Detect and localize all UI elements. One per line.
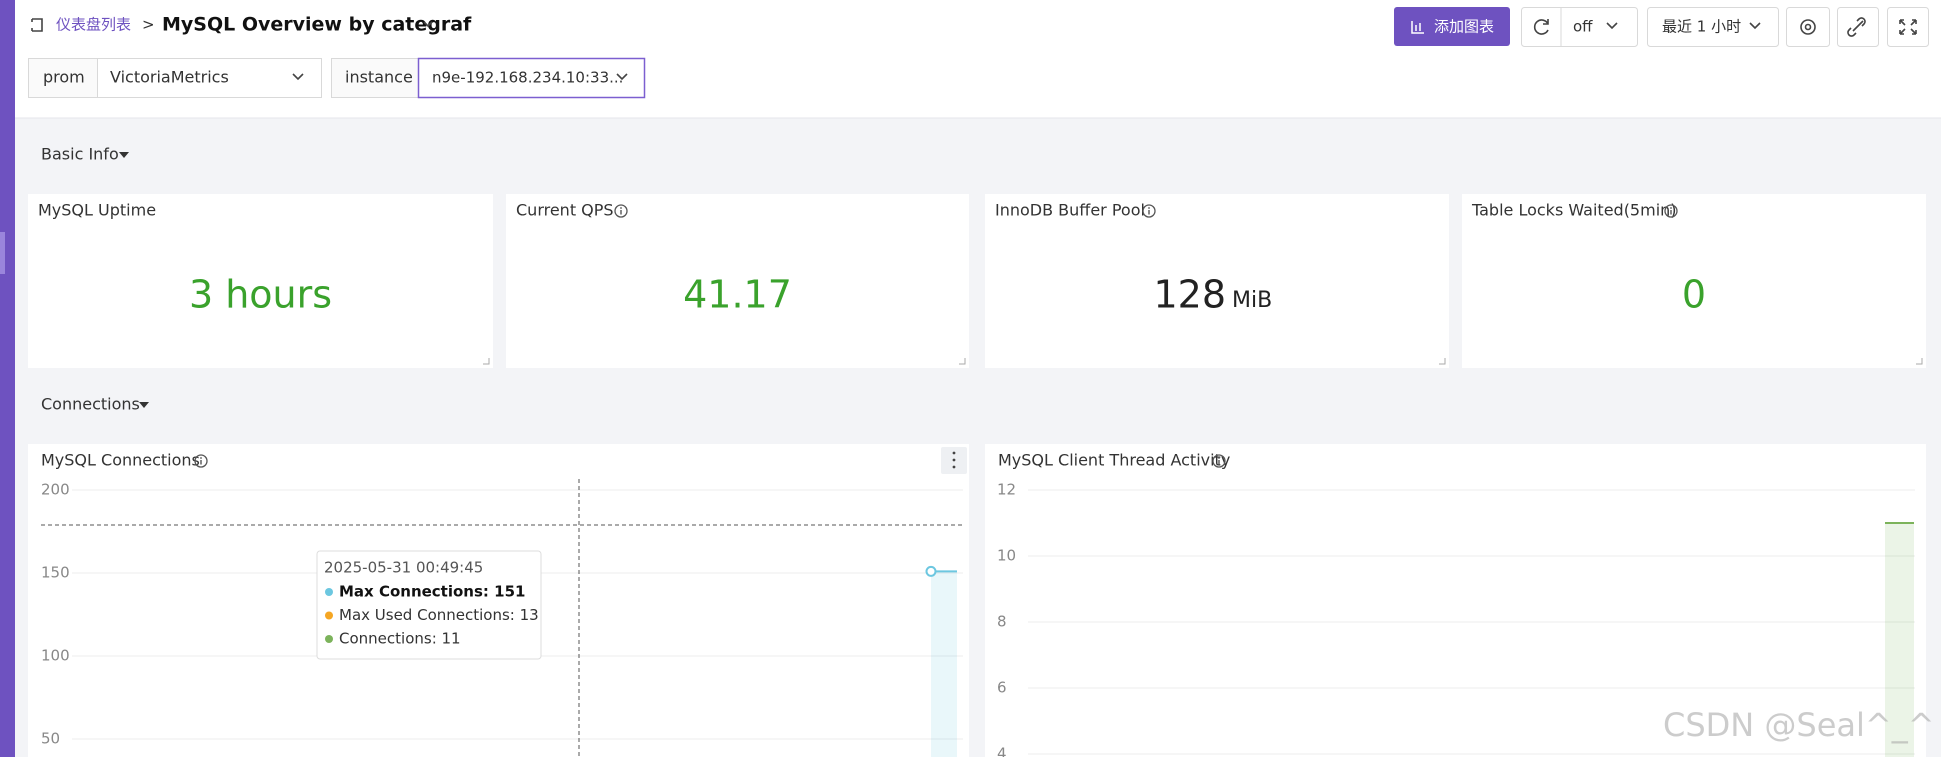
add-icon bbox=[1411, 21, 1424, 34]
breadcrumb[interactable]: 仪表盘列表 bbox=[56, 16, 131, 34]
stat-panel bbox=[28, 194, 493, 368]
sidebar-tab bbox=[0, 232, 5, 274]
settings-icon bbox=[1800, 19, 1816, 35]
y-tick-label: 4 bbox=[997, 745, 1007, 757]
add-button-label[interactable]: 添加图表 bbox=[1434, 18, 1494, 36]
info-icon-dot bbox=[1148, 207, 1150, 209]
panel-menu-dot bbox=[952, 465, 956, 469]
panel-title: InnoDB Buffer Pool bbox=[995, 201, 1145, 220]
panel-title: MySQL Connections bbox=[41, 451, 200, 470]
sidebar bbox=[0, 0, 15, 757]
tooltip-dot bbox=[325, 611, 333, 620]
y-tick-label: 6 bbox=[997, 679, 1007, 697]
stat-value: 41.17 bbox=[683, 273, 792, 317]
row-title[interactable]: Basic Info bbox=[41, 145, 119, 164]
refresh-caret bbox=[1606, 22, 1618, 30]
title-caret[interactable] bbox=[423, 21, 433, 28]
stat-value: 128 bbox=[1153, 273, 1226, 317]
panel-title: Table Locks Waited(5min) bbox=[1471, 201, 1677, 220]
info-icon[interactable] bbox=[1142, 204, 1156, 218]
breadcrumb-separator: > bbox=[142, 16, 155, 34]
stat-value: 0 bbox=[1682, 273, 1706, 317]
resize-handle bbox=[483, 358, 490, 365]
chart-panel bbox=[985, 444, 1926, 757]
select-caret bbox=[292, 73, 304, 81]
tooltip-item: Max Connections: 151 bbox=[339, 583, 525, 601]
variable-select[interactable] bbox=[97, 58, 322, 98]
panel-title: Current QPS bbox=[516, 201, 614, 220]
stat-panel bbox=[1462, 194, 1926, 368]
back-icon[interactable] bbox=[31, 18, 43, 32]
fullscreen-button[interactable] bbox=[1887, 7, 1929, 47]
tooltip-item: Connections: 11 bbox=[339, 630, 461, 648]
variable-label-box bbox=[331, 58, 419, 98]
stat-value: 3 hours bbox=[189, 273, 332, 317]
y-tick-label: 100 bbox=[41, 647, 70, 665]
tooltip-dot bbox=[325, 635, 333, 643]
refresh-icon[interactable] bbox=[1533, 19, 1549, 35]
variable-label-box bbox=[28, 58, 98, 98]
y-tick-label: 8 bbox=[997, 613, 1007, 631]
row-title[interactable]: Connections bbox=[41, 395, 140, 414]
y-tick-label: 150 bbox=[41, 564, 70, 582]
series-area bbox=[1885, 523, 1914, 757]
stat-unit: MiB bbox=[1232, 288, 1272, 313]
hover-point bbox=[925, 565, 937, 577]
row-caret[interactable] bbox=[139, 402, 149, 408]
tooltip bbox=[316, 550, 542, 660]
series-area bbox=[931, 571, 957, 757]
variable-label: instance bbox=[345, 68, 413, 87]
y-tick-label: 12 bbox=[997, 481, 1016, 499]
settings-button[interactable] bbox=[1786, 7, 1830, 47]
select-caret bbox=[616, 73, 628, 81]
refresh-group[interactable] bbox=[1521, 7, 1638, 47]
panel-menu-dot bbox=[952, 451, 956, 455]
y-tick-label: 200 bbox=[41, 481, 70, 499]
variable-value[interactable]: n9e-192.168.234.10:33... bbox=[432, 69, 623, 87]
stat-panel bbox=[985, 194, 1449, 368]
variable-label: prom bbox=[43, 68, 85, 87]
row-caret[interactable] bbox=[119, 152, 129, 158]
dashboard-title: MySQL Overview by categraf bbox=[162, 14, 472, 36]
panel-title: MySQL Client Thread Activity bbox=[998, 451, 1230, 470]
resize-handle bbox=[1439, 358, 1446, 365]
info-icon[interactable] bbox=[194, 454, 208, 468]
resize-handle bbox=[1916, 358, 1923, 365]
info-icon-dot bbox=[1670, 207, 1672, 209]
refresh-interval[interactable]: off bbox=[1573, 18, 1593, 36]
watermark: CSDN @Seal^_^ bbox=[1663, 706, 1935, 744]
time-range[interactable] bbox=[1647, 7, 1779, 47]
fullscreen-icon bbox=[1899, 19, 1917, 35]
info-icon-dot bbox=[200, 457, 202, 459]
resize-handle bbox=[959, 358, 966, 365]
link-icon bbox=[1847, 17, 1866, 37]
info-icon-dot bbox=[620, 207, 622, 209]
info-icon[interactable] bbox=[1212, 454, 1226, 468]
y-tick-label: 50 bbox=[41, 730, 60, 748]
time-range-caret bbox=[1749, 22, 1761, 30]
variable-value[interactable]: VictoriaMetrics bbox=[110, 68, 229, 87]
time-range-label[interactable]: 最近 1 小时 bbox=[1662, 18, 1741, 36]
tooltip-item: Max Used Connections: 13 bbox=[339, 606, 539, 624]
add-button[interactable] bbox=[1394, 7, 1510, 46]
variable-select[interactable] bbox=[417, 57, 646, 99]
stat-panel bbox=[506, 194, 969, 368]
tooltip-time: 2025-05-31 00:49:45 bbox=[324, 559, 483, 577]
info-icon[interactable] bbox=[614, 204, 628, 218]
info-icon-dot bbox=[1218, 457, 1220, 459]
settings-icon-center bbox=[1804, 23, 1812, 31]
info-icon[interactable] bbox=[1664, 204, 1678, 218]
y-tick-label: 10 bbox=[997, 547, 1016, 565]
panel-menu-dot bbox=[952, 458, 956, 462]
tooltip-dot bbox=[325, 588, 333, 596]
panel-title: MySQL Uptime bbox=[38, 201, 156, 220]
